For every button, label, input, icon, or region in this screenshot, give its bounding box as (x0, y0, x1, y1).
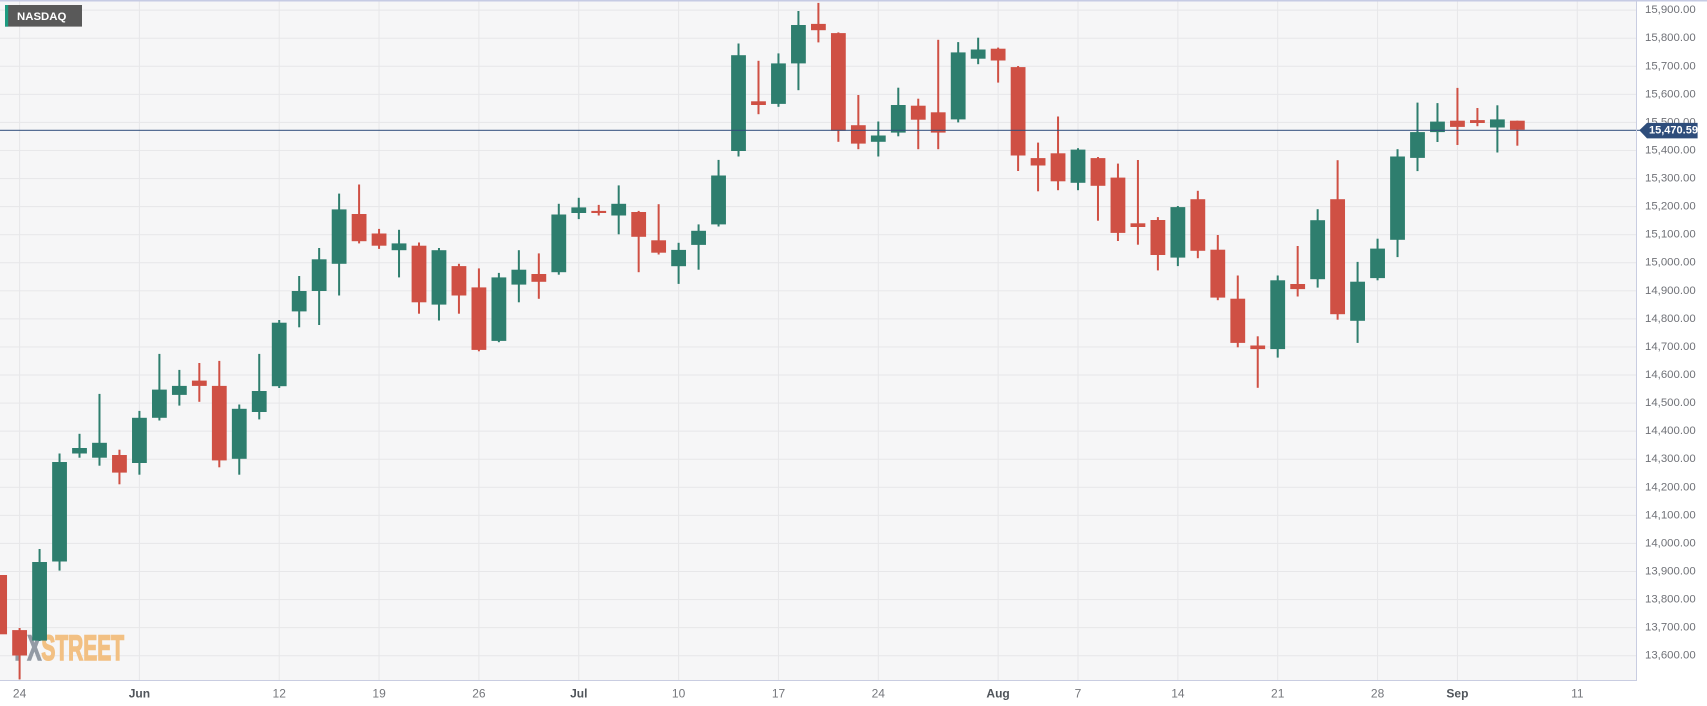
svg-text:Jul: Jul (570, 687, 587, 701)
svg-text:14,800.00: 14,800.00 (1645, 313, 1696, 325)
svg-text:14,600.00: 14,600.00 (1645, 369, 1696, 381)
svg-text:Jun: Jun (129, 687, 150, 701)
svg-text:14,000.00: 14,000.00 (1645, 537, 1696, 549)
svg-text:21: 21 (1271, 687, 1285, 701)
svg-text:14,100.00: 14,100.00 (1645, 509, 1696, 521)
svg-text:14: 14 (1171, 687, 1185, 701)
svg-text:15,100.00: 15,100.00 (1645, 229, 1696, 241)
svg-text:15,400.00: 15,400.00 (1645, 144, 1696, 156)
svg-text:13,600.00: 13,600.00 (1645, 650, 1696, 662)
svg-text:24: 24 (872, 687, 886, 701)
svg-text:Sep: Sep (1446, 687, 1468, 701)
svg-text:15,470.59: 15,470.59 (1649, 125, 1698, 137)
svg-text:19: 19 (372, 687, 386, 701)
svg-text:15,000.00: 15,000.00 (1645, 257, 1696, 269)
svg-text:15,300.00: 15,300.00 (1645, 173, 1696, 185)
svg-text:17: 17 (772, 687, 786, 701)
svg-text:10: 10 (672, 687, 686, 701)
svg-text:13,900.00: 13,900.00 (1645, 565, 1696, 577)
svg-text:15,200.00: 15,200.00 (1645, 201, 1696, 213)
svg-text:14,900.00: 14,900.00 (1645, 285, 1696, 297)
svg-text:14,200.00: 14,200.00 (1645, 481, 1696, 493)
svg-text:11: 11 (1571, 687, 1584, 701)
svg-text:28: 28 (1371, 687, 1385, 701)
svg-text:15,500.00: 15,500.00 (1645, 116, 1696, 128)
svg-text:NASDAQ: NASDAQ (17, 11, 67, 23)
svg-text:Aug: Aug (986, 687, 1009, 701)
svg-text:15,800.00: 15,800.00 (1645, 32, 1696, 44)
svg-text:14,300.00: 14,300.00 (1645, 453, 1696, 465)
svg-text:26: 26 (472, 687, 486, 701)
svg-text:24: 24 (13, 687, 27, 701)
svg-text:13,700.00: 13,700.00 (1645, 622, 1696, 634)
svg-text:14,700.00: 14,700.00 (1645, 341, 1696, 353)
svg-text:15,600.00: 15,600.00 (1645, 88, 1696, 100)
svg-text:15,900.00: 15,900.00 (1645, 4, 1696, 16)
svg-text:13,800.00: 13,800.00 (1645, 594, 1696, 606)
svg-text:14,400.00: 14,400.00 (1645, 425, 1696, 437)
svg-text:FXSTREET: FXSTREET (15, 630, 125, 669)
svg-text:12: 12 (273, 687, 287, 701)
svg-text:7: 7 (1075, 687, 1082, 701)
svg-text:15,700.00: 15,700.00 (1645, 60, 1696, 72)
svg-text:14,500.00: 14,500.00 (1645, 397, 1696, 409)
